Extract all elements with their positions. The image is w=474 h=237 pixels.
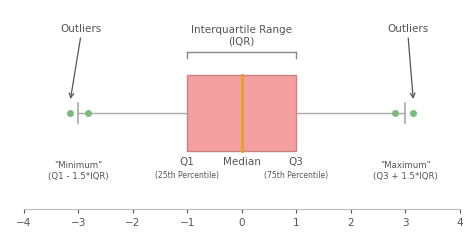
Text: Outliers: Outliers: [60, 24, 101, 34]
Text: "Minimum"
(Q1 - 1.5*IQR): "Minimum" (Q1 - 1.5*IQR): [48, 161, 109, 181]
Text: Q1: Q1: [180, 157, 195, 167]
Text: (75th Percentile): (75th Percentile): [264, 171, 328, 180]
Text: "Maximum"
(Q3 + 1.5*IQR): "Maximum" (Q3 + 1.5*IQR): [373, 161, 438, 181]
Text: Interquartile Range
(IQR): Interquartile Range (IQR): [191, 25, 292, 46]
Text: Median: Median: [223, 157, 261, 167]
Text: Outliers: Outliers: [387, 24, 428, 34]
Bar: [187, 75, 296, 151]
Text: Q3: Q3: [289, 157, 304, 167]
Text: (25th Percentile): (25th Percentile): [155, 171, 219, 180]
